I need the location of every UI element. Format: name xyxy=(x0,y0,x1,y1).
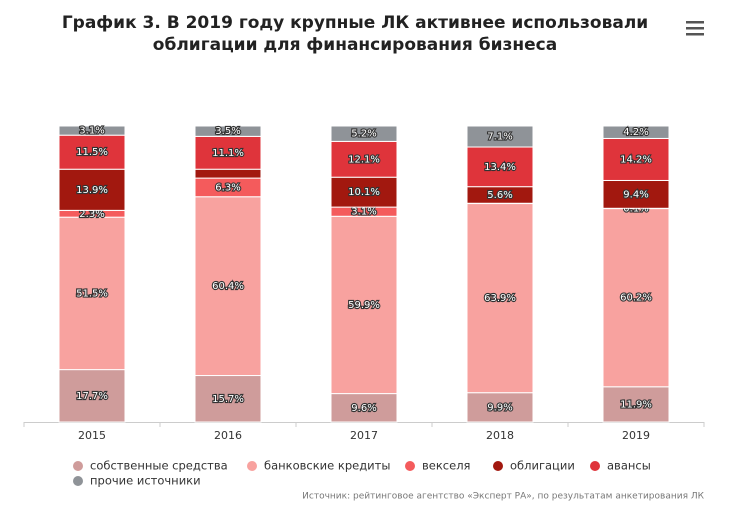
bar-segment xyxy=(330,393,398,423)
legend-marker xyxy=(73,476,83,486)
data-label: 11.5% xyxy=(76,147,108,158)
bar-segment xyxy=(602,386,670,423)
bar-segment xyxy=(194,168,262,179)
bar-segment xyxy=(466,125,534,148)
bar-segment xyxy=(466,392,534,423)
bar-segment xyxy=(194,196,262,377)
x-tick-label: 2015 xyxy=(78,429,106,442)
data-label: 9.9% xyxy=(487,402,512,413)
bar-segment xyxy=(58,216,126,371)
data-label: 3.1% xyxy=(351,207,376,218)
data-label: 7.1% xyxy=(487,132,512,143)
menu-bar[interactable] xyxy=(686,21,704,24)
data-label: 14.2% xyxy=(620,154,652,165)
data-label: 51.5% xyxy=(76,288,108,299)
data-label: 13.4% xyxy=(484,162,516,173)
data-label: 3.1% xyxy=(79,126,104,137)
data-label: 4.2% xyxy=(623,127,648,138)
data-label: 3.5% xyxy=(215,126,240,137)
bar-segment xyxy=(58,168,126,211)
x-tick-label: 2019 xyxy=(622,429,650,442)
data-label: 60.4% xyxy=(212,281,244,292)
data-label: 2.3% xyxy=(79,209,104,220)
legend-marker xyxy=(405,461,415,471)
bar-segment xyxy=(330,140,398,178)
data-label: 12.1% xyxy=(348,154,380,165)
bar-segment xyxy=(602,137,670,181)
legend-marker xyxy=(247,461,257,471)
bar-segment xyxy=(466,146,534,188)
data-label: 10.1% xyxy=(348,187,380,198)
menu-icon[interactable] xyxy=(686,21,704,36)
legend-label: векселя xyxy=(422,459,470,473)
bar-segment xyxy=(194,125,262,137)
x-tick-label: 2018 xyxy=(486,429,514,442)
bar-segment xyxy=(58,125,126,136)
data-label: 9.4% xyxy=(623,189,648,200)
data-label: 6.3% xyxy=(215,182,240,193)
data-label: 17.7% xyxy=(76,391,108,402)
bar-segment xyxy=(330,215,398,395)
bar-segment xyxy=(466,203,534,394)
legend-marker xyxy=(73,461,83,471)
bar-segment xyxy=(58,134,126,170)
menu-bar[interactable] xyxy=(686,27,704,30)
bar-segment xyxy=(602,125,670,139)
data-label: 9.6% xyxy=(351,403,376,414)
data-label: 5.2% xyxy=(351,129,376,140)
data-label: 11.9% xyxy=(620,399,652,410)
legend-label: прочие источники xyxy=(90,474,201,488)
x-tick-label: 2016 xyxy=(214,429,242,442)
legend-marker xyxy=(590,461,600,471)
data-label: 13.9% xyxy=(76,185,108,196)
legend-label: банковские кредиты xyxy=(264,459,390,473)
bar-segment xyxy=(194,135,262,170)
data-label: 15.7% xyxy=(212,394,244,405)
legend-label: облигации xyxy=(510,459,575,473)
menu-bar[interactable] xyxy=(686,33,704,36)
data-label: 11.1% xyxy=(212,148,244,159)
bar-segment xyxy=(330,125,398,142)
source: Источник: рейтинговое агентство «Эксперт… xyxy=(302,492,704,502)
data-label: 63.9% xyxy=(484,293,516,304)
data-label: 59.9% xyxy=(348,300,380,311)
legend-label: авансы xyxy=(607,459,651,473)
legend-label: собственные средства xyxy=(90,459,228,473)
legend-marker xyxy=(493,461,503,471)
bar-segment xyxy=(194,375,262,423)
chart-title: График 3. В 2019 году крупные ЛК активне… xyxy=(61,13,649,55)
bar-segment xyxy=(58,369,126,423)
data-label: 60.2% xyxy=(620,293,652,304)
data-label: 5.6% xyxy=(487,190,512,201)
x-tick-label: 2017 xyxy=(350,429,378,442)
bar-segment xyxy=(602,208,670,388)
